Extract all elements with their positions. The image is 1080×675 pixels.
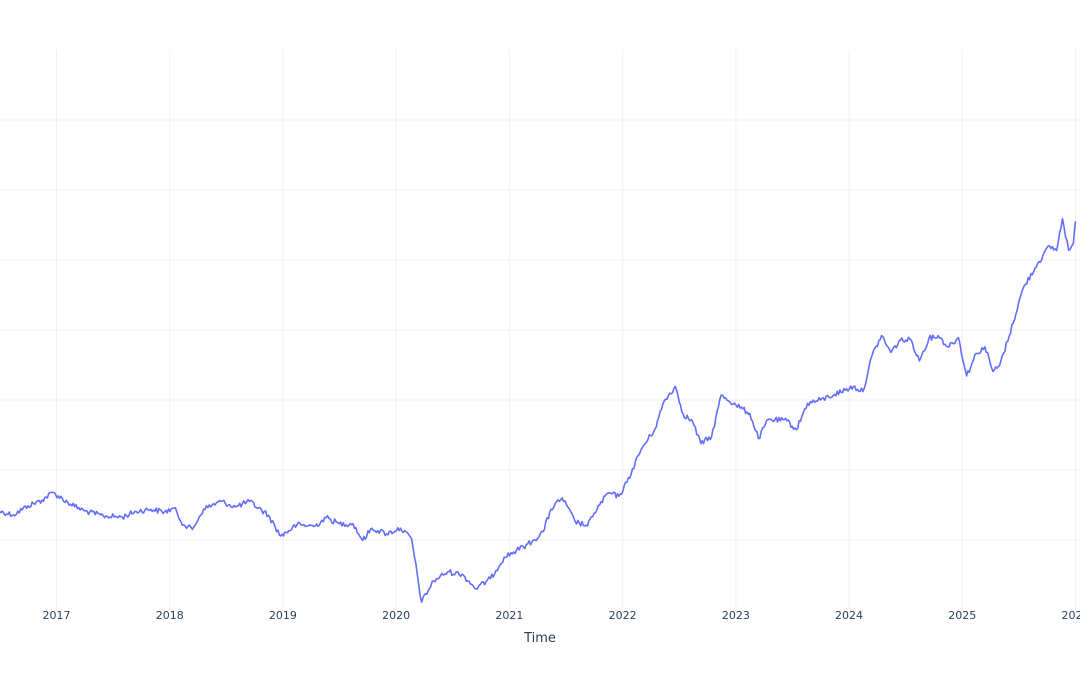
x-tick-label: 2025: [948, 609, 976, 622]
x-axis-title: Time: [523, 631, 556, 646]
x-tick-label: 2020: [382, 609, 410, 622]
x-tick-label: 2026: [1062, 609, 1080, 622]
x-tick-label: 2019: [269, 609, 297, 622]
x-tick-label: 2017: [43, 609, 71, 622]
series-layer: [0, 217, 1077, 603]
x-tick-label: 2021: [495, 609, 523, 622]
x-tick-label: 2024: [835, 609, 863, 622]
series-line-0: [0, 217, 1077, 603]
x-tick-label: 2018: [156, 609, 184, 622]
x-tick-label: 2023: [722, 609, 750, 622]
x-tick-labels: 2017 2018 2019 2020 2021 2022 2023 2024 2025 2026: [43, 609, 1080, 622]
x-tick-label: 2022: [609, 609, 637, 622]
horizontal-gridlines: [0, 119, 1080, 541]
